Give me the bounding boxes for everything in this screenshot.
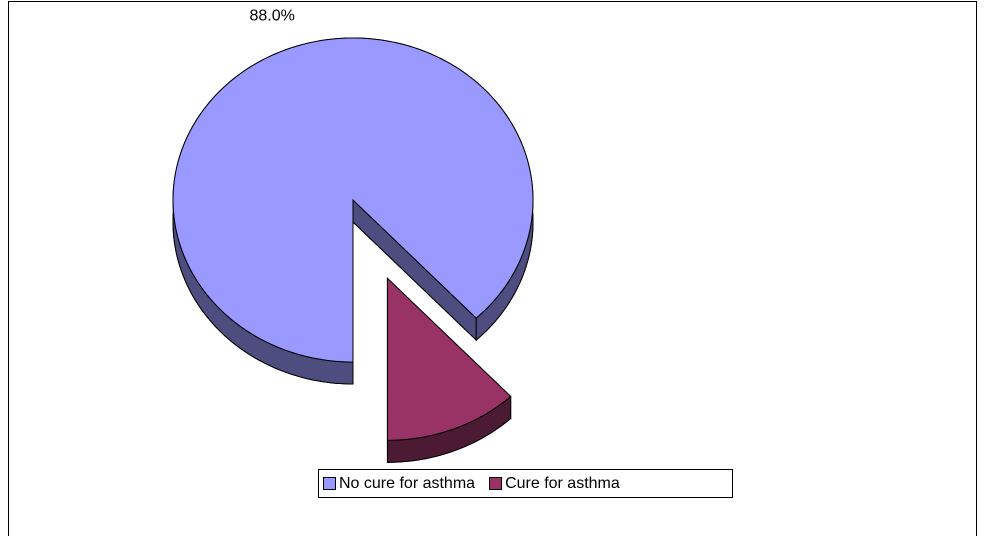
- legend-swatch: [489, 477, 503, 490]
- legend-label: No cure for asthma: [339, 475, 475, 492]
- slice: [386, 277, 512, 441]
- legend: [318, 469, 733, 498]
- pie: 88.0%12.0%: [172, 7, 534, 492]
- slice: [172, 37, 534, 363]
- data-label: 88.0%: [249, 7, 294, 24]
- legend-label: Cure for asthma: [505, 475, 620, 492]
- legend-swatch: [323, 477, 336, 490]
- legend-items: No cure for asthma Cure for asthma: [323, 475, 620, 492]
